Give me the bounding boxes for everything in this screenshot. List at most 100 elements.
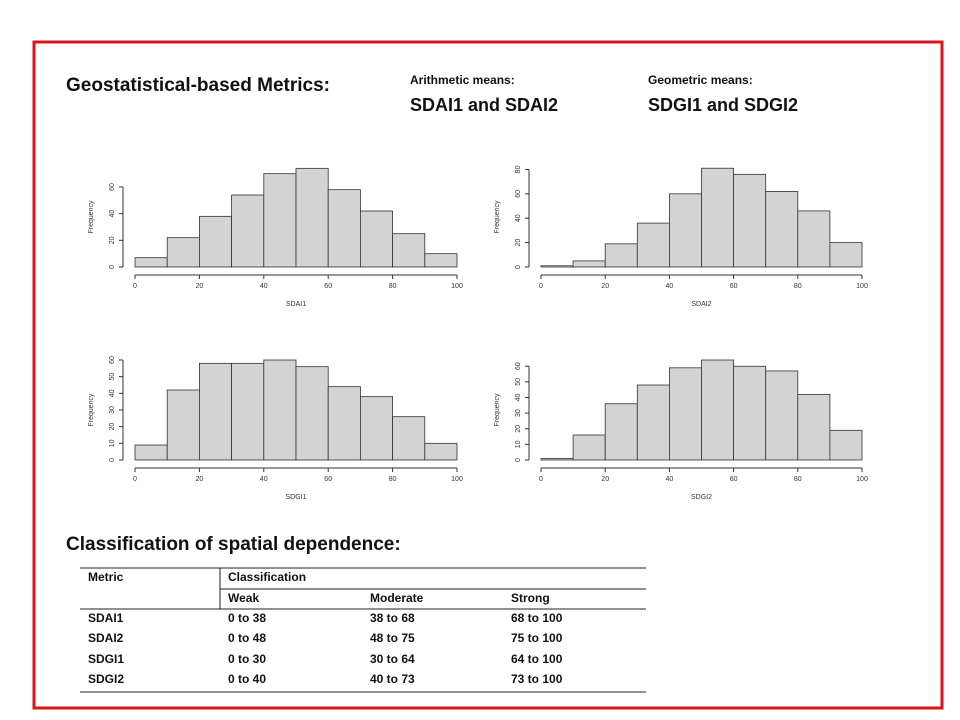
- table-cell: 68 to 100: [511, 611, 563, 625]
- bar: [701, 359, 734, 461]
- y-tick-label: 60: [515, 190, 522, 198]
- bar: [797, 393, 831, 461]
- bar: [231, 362, 265, 461]
- bar: [572, 260, 606, 268]
- bar: [231, 194, 265, 268]
- bar: [669, 367, 702, 461]
- table-subheader: Moderate: [370, 591, 424, 605]
- y-tick-label: 40: [109, 210, 116, 218]
- x-tick-label: 60: [324, 283, 332, 290]
- y-tick-label: 30: [109, 406, 116, 414]
- bar: [604, 243, 638, 268]
- bar: [198, 362, 232, 461]
- y-axis-label: Frequency: [88, 200, 95, 234]
- y-tick-label: 0: [109, 265, 116, 269]
- y-tick-label: 60: [109, 356, 116, 364]
- bar: [733, 173, 767, 268]
- y-tick-label: 0: [515, 265, 522, 269]
- table-cell: SDGI2: [88, 672, 124, 686]
- table-cell: 30 to 64: [370, 652, 415, 666]
- x-tick-label: 100: [856, 283, 868, 290]
- geo-label: Geometric means:: [648, 73, 753, 87]
- bar: [263, 173, 297, 268]
- y-tick-label: 10: [515, 440, 522, 448]
- x-tick-label: 20: [601, 476, 609, 483]
- bar: [572, 434, 606, 461]
- heading: Geostatistical-based Metrics:: [66, 75, 330, 96]
- table-subheader: Weak: [228, 591, 259, 605]
- bar: [166, 389, 200, 461]
- y-tick-label: 60: [515, 362, 522, 370]
- y-tick-label: 40: [515, 214, 522, 222]
- x-tick-label: 0: [539, 283, 543, 290]
- y-tick-label: 20: [515, 239, 522, 247]
- x-axis-label: SDAI2: [691, 301, 711, 308]
- y-tick-label: 30: [515, 409, 522, 417]
- table-cell: 40 to 73: [370, 672, 415, 686]
- bar: [263, 359, 297, 461]
- y-axis-label: Frequency: [494, 200, 501, 234]
- bar: [392, 233, 426, 268]
- x-tick-label: 0: [539, 476, 543, 483]
- x-tick-label: 80: [389, 283, 397, 290]
- bar: [198, 215, 232, 268]
- arith-names: SDAI1 and SDAI2: [410, 95, 558, 115]
- bar: [829, 429, 863, 461]
- y-tick-label: 80: [515, 165, 522, 173]
- bar: [733, 365, 767, 461]
- bar: [829, 242, 863, 268]
- bar: [327, 386, 361, 461]
- table-cell: 0 to 40: [228, 672, 266, 686]
- y-tick-label: 60: [109, 183, 116, 191]
- x-tick-label: 40: [260, 283, 268, 290]
- x-tick-label: 60: [324, 476, 332, 483]
- bar: [424, 253, 458, 268]
- x-tick-label: 80: [794, 283, 802, 290]
- x-tick-label: 0: [133, 283, 137, 290]
- bar: [295, 167, 329, 268]
- bar: [134, 444, 168, 461]
- table-cell: 75 to 100: [511, 631, 563, 645]
- bar: [669, 193, 702, 268]
- y-axis-label: Frequency: [494, 393, 501, 427]
- bar: [134, 257, 168, 268]
- x-tick-label: 100: [856, 476, 868, 483]
- x-tick-label: 80: [794, 476, 802, 483]
- table-cell: 64 to 100: [511, 652, 563, 666]
- x-axis-label: SDGI1: [285, 494, 306, 501]
- y-tick-label: 0: [515, 458, 522, 462]
- table-cell: 0 to 48: [228, 631, 266, 645]
- table-header: Metric: [88, 570, 124, 584]
- x-tick-label: 40: [666, 476, 674, 483]
- y-tick-label: 20: [109, 423, 116, 431]
- x-axis-label: SDGI2: [691, 494, 712, 501]
- x-tick-label: 80: [389, 476, 397, 483]
- table-cell: 0 to 38: [228, 611, 266, 625]
- x-tick-label: 20: [601, 283, 609, 290]
- bar: [327, 189, 361, 268]
- arith-label: Arithmetic means:: [410, 73, 515, 87]
- y-tick-label: 50: [515, 378, 522, 386]
- table-cell: 48 to 75: [370, 631, 415, 645]
- bar: [636, 384, 670, 461]
- x-tick-label: 60: [730, 283, 738, 290]
- x-tick-label: 20: [196, 283, 204, 290]
- table-lines: [80, 567, 646, 693]
- x-tick-label: 60: [730, 476, 738, 483]
- bar: [540, 265, 574, 268]
- table-cell: 38 to 68: [370, 611, 415, 625]
- bar: [701, 167, 734, 268]
- bar: [424, 442, 458, 461]
- x-tick-label: 40: [260, 476, 268, 483]
- y-tick-label: 50: [109, 373, 116, 381]
- bar: [166, 237, 200, 268]
- y-tick-label: 20: [515, 425, 522, 433]
- y-tick-label: 40: [109, 389, 116, 397]
- table-subheader: Strong: [511, 591, 550, 605]
- bar: [392, 416, 426, 461]
- x-axis-label: SDAI1: [286, 301, 306, 308]
- x-tick-label: 100: [451, 476, 463, 483]
- table-cell: SDGI1: [88, 652, 124, 666]
- classification-title: Classification of spatial dependence:: [66, 534, 401, 555]
